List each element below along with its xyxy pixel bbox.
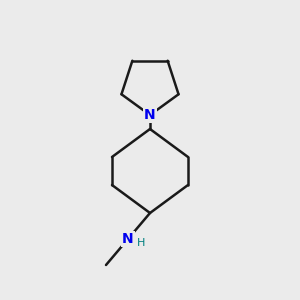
Text: N: N [144,108,156,122]
Text: N: N [122,232,134,246]
Text: H: H [137,238,145,248]
